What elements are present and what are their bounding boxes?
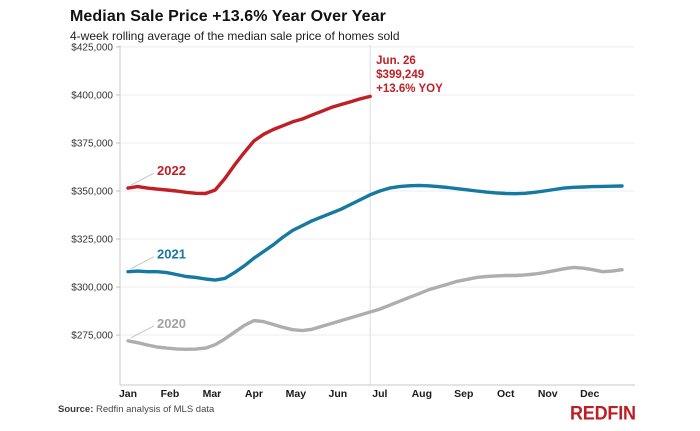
x-axis-label: Apr — [245, 388, 263, 400]
series-line-2020 — [126, 265, 624, 351]
y-axis-label: $375,000 — [71, 138, 113, 149]
x-axis-label: Feb — [161, 388, 180, 400]
redfin-logo: REDFIN — [570, 402, 636, 424]
y-axis-label: $325,000 — [71, 235, 113, 246]
series-label-2020: 2020 — [157, 316, 186, 331]
x-axis-label: Aug — [412, 388, 432, 400]
x-axis-label: Jan — [119, 388, 137, 400]
series-label-leader-2022 — [130, 172, 155, 186]
page-subtitle: 4-week rolling average of the median sal… — [70, 29, 400, 43]
y-axis-label: $400,000 — [71, 90, 113, 101]
x-axis-label: Jul — [372, 388, 387, 400]
y-axis-label: $350,000 — [71, 186, 113, 197]
series-line-2021 — [126, 183, 624, 282]
x-axis-label: Nov — [538, 388, 558, 400]
series-label-leader-2020 — [130, 325, 155, 339]
x-axis-label: May — [286, 388, 307, 400]
y-axis-label: $275,000 — [71, 331, 113, 342]
page-title: Median Sale Price +13.6% Year Over Year — [70, 8, 386, 25]
series-label-2022: 2022 — [157, 163, 186, 178]
y-axis-label: $425,000 — [71, 42, 113, 53]
x-axis-label: Jun — [329, 388, 348, 400]
annotation-line-1: Jun. 26 — [376, 55, 416, 67]
series-label-leader-2021 — [130, 256, 155, 270]
series-line-2022 — [126, 94, 372, 196]
y-axis-label: $300,000 — [71, 283, 113, 294]
x-axis-label: Dec — [580, 388, 599, 400]
series-label-2021: 2021 — [157, 247, 186, 262]
x-axis-label: Oct — [497, 388, 515, 400]
source-note: Source: Redfin analysis of MLS data — [58, 404, 214, 415]
annotation-line-2: $399,249 — [376, 69, 424, 81]
annotation-line-3: +13.6% YOY — [376, 83, 443, 95]
x-axis-label: Mar — [203, 388, 222, 400]
x-axis-label: Sep — [454, 388, 473, 400]
source-label: Source: — [58, 404, 94, 415]
source-text: Redfin analysis of MLS data — [93, 404, 215, 415]
